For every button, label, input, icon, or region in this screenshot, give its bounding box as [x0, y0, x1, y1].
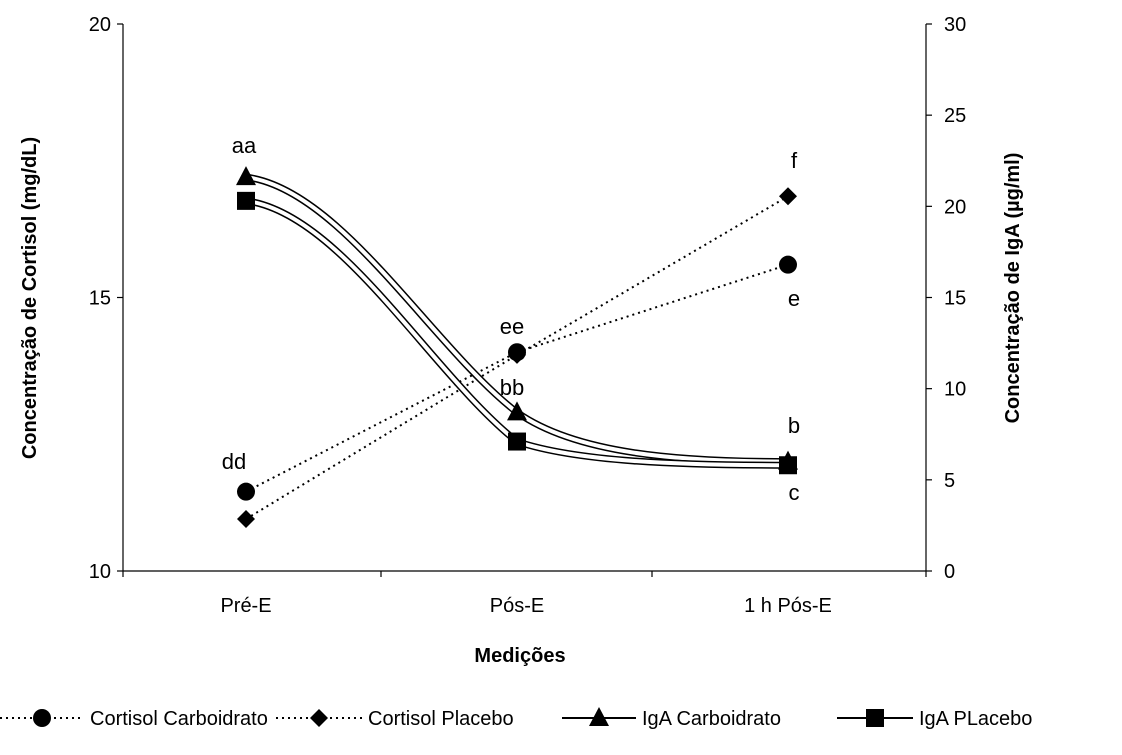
- legend-marker-triangle: [589, 707, 609, 726]
- legend-marker-circle: [33, 709, 51, 727]
- data-point-circle: [237, 482, 255, 501]
- annotation-label: bb: [500, 375, 524, 400]
- y-right-tick-label: 25: [944, 105, 966, 127]
- annotation-label: f: [791, 148, 798, 173]
- y-left-tick-label: 20: [89, 14, 111, 36]
- legend: Cortisol Carboidrato Cortisol Placebo IgA …: [0, 707, 1032, 730]
- legend-marker-diamond: [310, 709, 328, 727]
- annotation-label: e: [788, 286, 800, 311]
- legend-marker-square: [866, 709, 884, 727]
- legend-label: Cortisol Carboidrato: [90, 708, 268, 730]
- axes: 10 15 20 0 5 10 15 20 25 30 Pré-E Pós-E 1 h Pós-E Med…: [19, 14, 1024, 667]
- data-point-square: [237, 191, 255, 210]
- annotation-label: c: [789, 480, 800, 505]
- annotations: aa dd ee bb f e b c: [222, 133, 800, 505]
- data-point-diamond: [237, 510, 255, 529]
- series-line-inner: [245, 175, 789, 464]
- series-markers: [236, 166, 798, 529]
- x-tick-label: Pré-E: [220, 595, 271, 617]
- x-tick-label: Pós-E: [490, 595, 544, 617]
- legend-label: IgA Carboidrato: [642, 708, 781, 730]
- x-axis-title: Medições: [474, 645, 565, 667]
- annotation-label: ee: [500, 314, 524, 339]
- y-axis-right-title: Concentração de IgA (µg/ml): [1002, 153, 1024, 424]
- y-left-tick-label: 15: [89, 288, 111, 310]
- y-right-tick-label: 5: [944, 470, 955, 492]
- annotation-label: aa: [232, 133, 257, 158]
- data-point-diamond: [508, 345, 526, 364]
- y-right-tick-label: 30: [944, 14, 966, 36]
- data-point-square: [779, 456, 797, 475]
- x-tick-label: 1 h Pós-E: [744, 595, 832, 617]
- legend-label: IgA PLacebo: [919, 708, 1032, 730]
- annotation-label: dd: [222, 449, 246, 474]
- annotation-label: b: [788, 413, 800, 438]
- y-right-tick-label: 20: [944, 196, 966, 218]
- legend-label: Cortisol Placebo: [368, 708, 514, 730]
- y-axis-left-title: Concentração de Cortisol (mg/dL): [19, 137, 41, 459]
- y-right-tick-label: 15: [944, 288, 966, 310]
- y-left-tick-label: 10: [89, 561, 111, 583]
- data-point-triangle: [507, 401, 527, 421]
- data-point-diamond: [779, 187, 797, 206]
- y-right-tick-label: 10: [944, 379, 966, 401]
- data-point-circle: [779, 255, 797, 274]
- y-right-tick-label: 0: [944, 561, 955, 583]
- data-point-triangle: [236, 166, 256, 186]
- data-point-square: [508, 432, 526, 451]
